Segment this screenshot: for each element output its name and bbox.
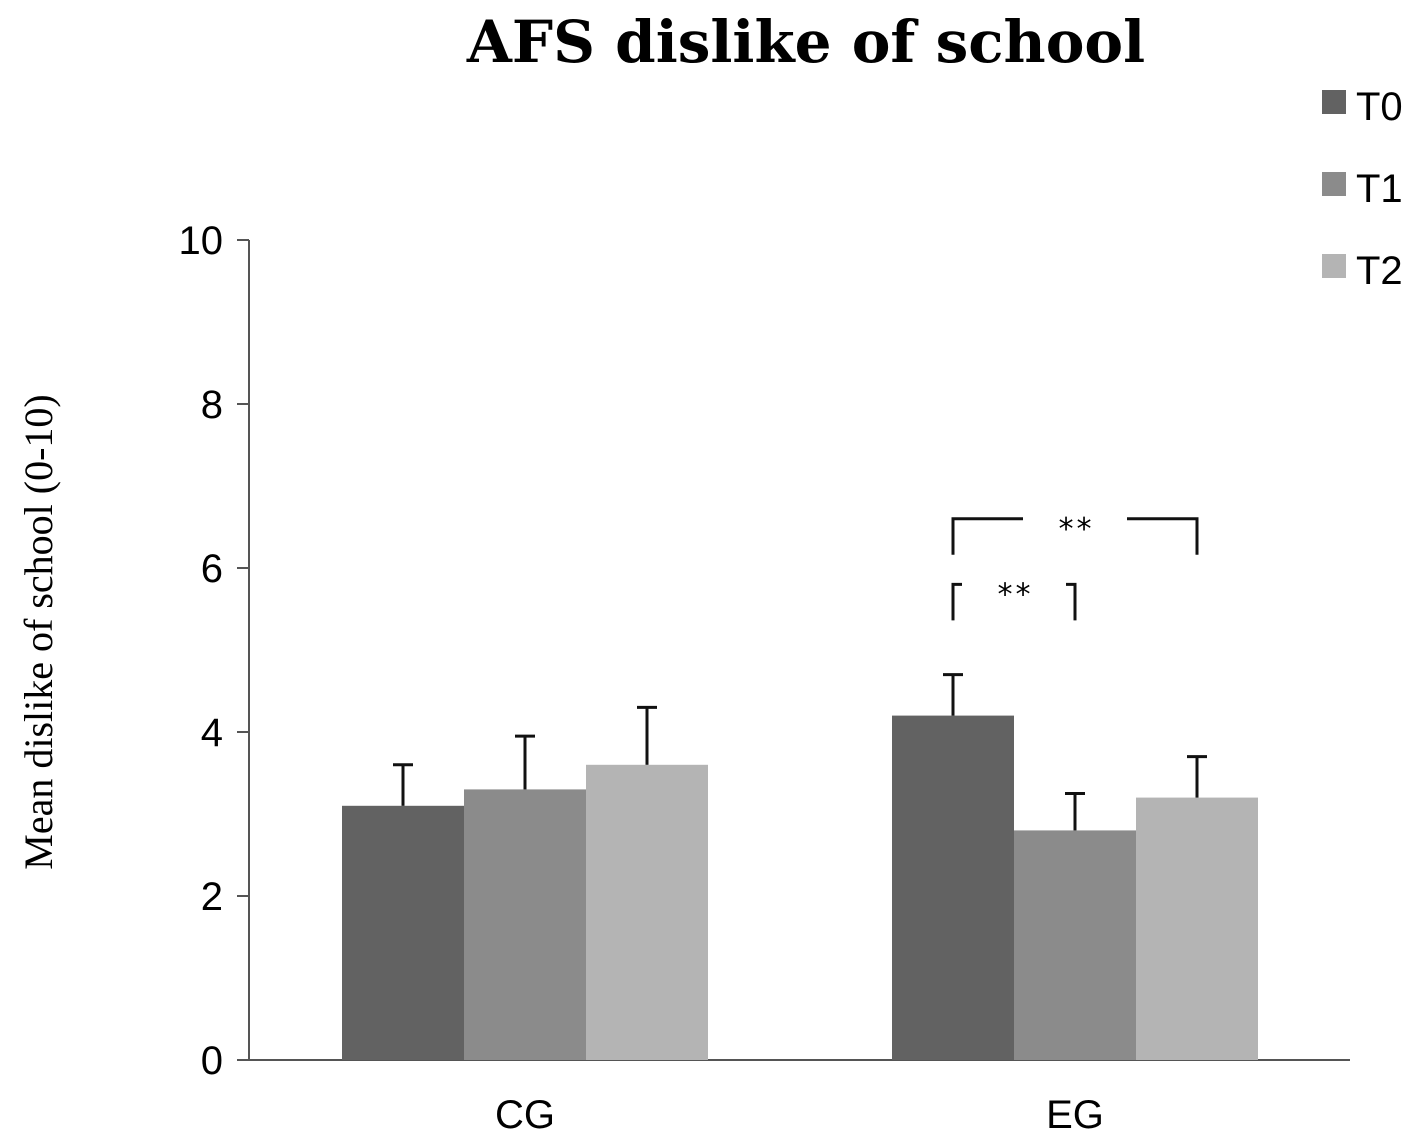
legend-label-t0: T0 (1356, 85, 1403, 129)
y-tick-label: 10 (179, 219, 224, 263)
y-tick-label: 2 (201, 875, 223, 919)
bar-t2-eg (1136, 797, 1258, 1060)
y-tick-label: 4 (201, 711, 223, 755)
x-category-label: EG (1046, 1093, 1104, 1137)
x-axis: CG EG (249, 1059, 1350, 1137)
significance-label: ** (996, 577, 1032, 612)
bar-t2-cg (586, 764, 708, 1060)
y-tick-label: 0 (201, 1039, 223, 1083)
legend-swatch-t2 (1322, 254, 1346, 278)
bar-t1-eg (1014, 830, 1136, 1060)
error-bars (393, 673, 1207, 831)
y-tick-label: 6 (201, 547, 223, 591)
x-category-label: CG (495, 1093, 555, 1137)
legend: T0 T1 T2 (1322, 85, 1403, 293)
significance-bracket (951, 582, 1077, 621)
legend-swatch-t0 (1322, 90, 1346, 114)
y-axis: 0 2 4 6 8 10 (179, 219, 250, 1083)
bars (342, 715, 1258, 1060)
legend-label-t2: T2 (1356, 249, 1403, 293)
legend-label-t1: T1 (1356, 167, 1403, 211)
significance-label: ** (1057, 512, 1093, 547)
chart-title: AFS dislike of school (466, 8, 1145, 76)
bar-t0-cg (342, 805, 464, 1060)
legend-swatch-t1 (1322, 172, 1346, 196)
significance-annotations: ** ** (951, 512, 1199, 621)
bar-t0-eg (892, 715, 1014, 1060)
bar-t1-cg (464, 789, 586, 1060)
significance-bracket (951, 517, 1199, 555)
y-axis-label: Mean dislike of school (0-10) (16, 394, 61, 869)
y-tick-label: 8 (201, 383, 223, 427)
